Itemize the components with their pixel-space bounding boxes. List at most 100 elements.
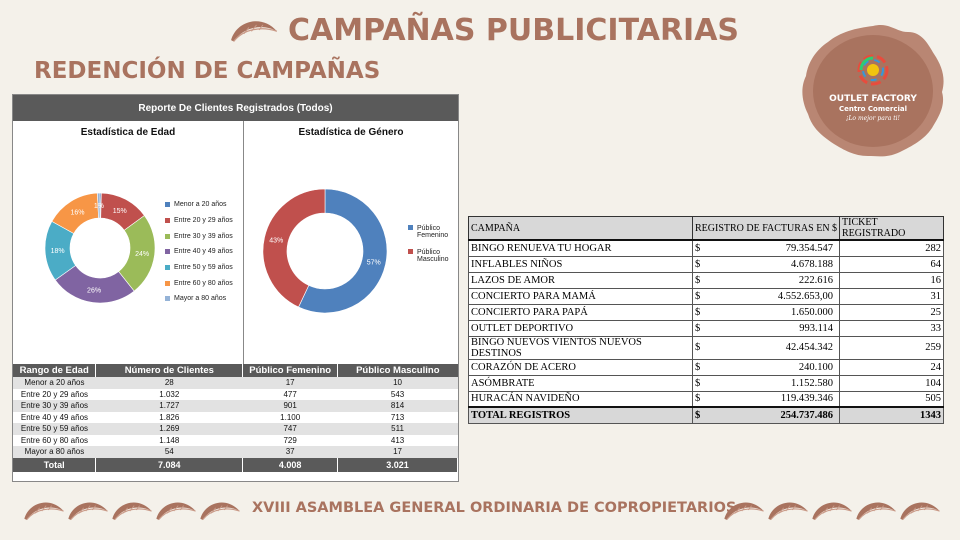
invoice-amount: 240.100 (712, 358, 841, 376)
slice-label: 26% (87, 288, 101, 295)
currency-symbol: $ (692, 358, 713, 376)
currency-symbol: $ (692, 239, 713, 257)
table-cell: 3.021 (337, 457, 458, 472)
table-row: Menor a 20 años 28 17 10 (13, 377, 458, 389)
table-cell: 713 (337, 411, 458, 423)
table-cell: Menor a 20 años (13, 377, 96, 389)
invoice-amount: 1.152.580 (712, 374, 841, 392)
ticket-count: 25 (839, 303, 944, 321)
currency-symbol: $ (692, 255, 713, 273)
legend-label: Entre 20 y 29 años (174, 217, 233, 225)
age-range-table: Rango de Edad Número de Clientes Público… (13, 364, 458, 472)
table-row: Entre 60 y 80 años 1.148 729 413 (13, 434, 458, 446)
currency-symbol: $ (692, 406, 713, 424)
legend-label: Entre 40 y 49 años (174, 248, 233, 256)
table-cell: 543 (337, 388, 458, 400)
table-cell: 1.727 (95, 400, 243, 412)
currency-symbol: $ (692, 303, 713, 321)
col-header-campaign: CAMPAÑA (468, 216, 693, 241)
table-cell: Entre 30 y 39 años (13, 400, 96, 412)
col-header-female: Público Femenino (242, 364, 339, 377)
campaign-row: HURACÁN NAVIDEÑO $119.439.346 505 (468, 390, 944, 408)
table-cell: 477 (242, 388, 338, 400)
table-cell: 1.269 (95, 423, 243, 435)
logo-badge (802, 25, 944, 157)
campaign-name: CONCIERTO PARA PAPÁ (468, 303, 693, 321)
legend-label: Entre 60 y 80 años (174, 279, 233, 287)
table-cell: 10 (337, 377, 458, 389)
report-title: Reporte De Clientes Registrados (Todos) (13, 95, 458, 121)
age-chart-title: Estadística de Edad (80, 127, 176, 138)
table-cell: Mayor a 80 años (13, 446, 96, 458)
legend-swatch (165, 218, 170, 224)
legend-swatch (408, 249, 413, 254)
footer-leaves-left (23, 501, 241, 521)
campaign-row: INFLABLES NIÑOS $4.678.188 64 (468, 255, 944, 273)
col-header-tickets: TICKET REGISTRADO (839, 216, 944, 241)
table-cell: Entre 40 y 49 años (13, 411, 96, 423)
slice-label: 16% (71, 209, 85, 216)
table-row: Mayor a 80 años 54 37 17 (13, 446, 458, 458)
ticket-count: 259 (839, 335, 944, 360)
campaign-total-row: TOTAL REGISTROS $254.737.486 1343 (468, 406, 944, 424)
table-cell: 17 (242, 377, 338, 389)
table-cell: 413 (337, 434, 458, 446)
logo-subname: Centro Comercial (838, 105, 908, 113)
table-cell: 814 (337, 400, 458, 412)
currency-symbol: $ (692, 271, 713, 289)
legend-item: Entre 30 y 39 años (165, 228, 233, 244)
legend-label: Público Femenino (417, 225, 449, 239)
legend-swatch (165, 280, 170, 286)
campaign-row: BINGO NUEVOS VIENTOS NUEVOS DESTINOS $42.… (468, 335, 944, 360)
table-cell: 4.008 (242, 457, 339, 472)
gender-donut-chart: 57% 43% (262, 188, 388, 314)
campaign-table: CAMPAÑA REGISTRO DE FACTURAS EN $ TICKET… (468, 216, 944, 424)
campaign-name: CORAZÓN DE ACERO (468, 358, 693, 376)
campaign-name: CONCIERTO PARA MAMÁ (468, 287, 693, 305)
slice-label: 57% (367, 259, 381, 266)
table-cell: 1.100 (242, 411, 338, 423)
campaign-row: BINGO RENUEVA TU HOGAR $79.354.547 282 (468, 239, 944, 257)
donut-slice (97, 192, 101, 219)
table-cell: 1.148 (95, 434, 243, 446)
logo-name: OUTLET FACTORY (829, 94, 917, 104)
logo-tagline: ¡Lo mejor para ti! (846, 115, 900, 122)
campaign-name: ASÓMBRATE (468, 374, 693, 392)
table-cell: 17 (337, 446, 458, 458)
ticket-count: 505 (839, 390, 944, 408)
campaign-name: BINGO NUEVOS VIENTOS NUEVOS DESTINOS (468, 335, 693, 360)
invoice-amount: 1.650.000 (712, 303, 841, 321)
legend-swatch (165, 296, 170, 302)
campaign-name: INFLABLES NIÑOS (468, 255, 693, 273)
age-legend: Menor a 20 años Entre 20 y 29 años Entre 3… (165, 197, 233, 307)
col-header-clients: Número de Clientes (95, 364, 244, 377)
table-row: Entre 20 y 29 años 1.032 477 543 (13, 388, 458, 400)
table-row: Entre 50 y 59 años 1.269 747 511 (13, 423, 458, 435)
invoice-amount: 222.616 (712, 271, 841, 289)
campaign-row: CONCIERTO PARA PAPÁ $1.650.000 25 (468, 303, 944, 321)
legend-item: Entre 50 y 59 años (165, 260, 233, 276)
legend-label: Entre 50 y 59 años (174, 264, 233, 272)
ticket-count: 33 (839, 319, 944, 337)
legend-item: Menor a 20 años (165, 197, 233, 213)
table-cell: Entre 20 y 29 años (13, 388, 96, 400)
donut-slice (262, 188, 326, 308)
outlet-factory-logo: OUTLET FACTORY Centro Comercial ¡Lo mejo… (800, 22, 946, 160)
campaign-name: BINGO RENUEVA TU HOGAR (468, 239, 693, 257)
invoice-amount: 4.552.653,00 (712, 287, 841, 305)
col-header-invoices: REGISTRO DE FACTURAS EN $ (692, 216, 840, 241)
legend-label: Entre 30 y 39 años (174, 232, 233, 240)
col-header-male: Público Masculino (337, 364, 458, 377)
gender-legend: Público Femenino Público Masculino (408, 225, 456, 273)
legend-item: Entre 40 y 49 años (165, 244, 233, 260)
ticket-count: 104 (839, 374, 944, 392)
panel-divider (243, 121, 244, 364)
slice-label: 24% (135, 251, 149, 258)
slice-label: 15% (113, 208, 127, 215)
slice-label: 1% (94, 203, 104, 210)
table-total-row: Total 7.084 4.008 3.021 (13, 457, 458, 472)
legend-label: Menor a 20 años (174, 201, 227, 209)
legend-label: Mayor a 80 años (174, 295, 227, 303)
legend-swatch (165, 202, 170, 208)
footer-text: XVIII ASAMBLEA GENERAL ORDINARIA DE COPR… (252, 500, 737, 516)
